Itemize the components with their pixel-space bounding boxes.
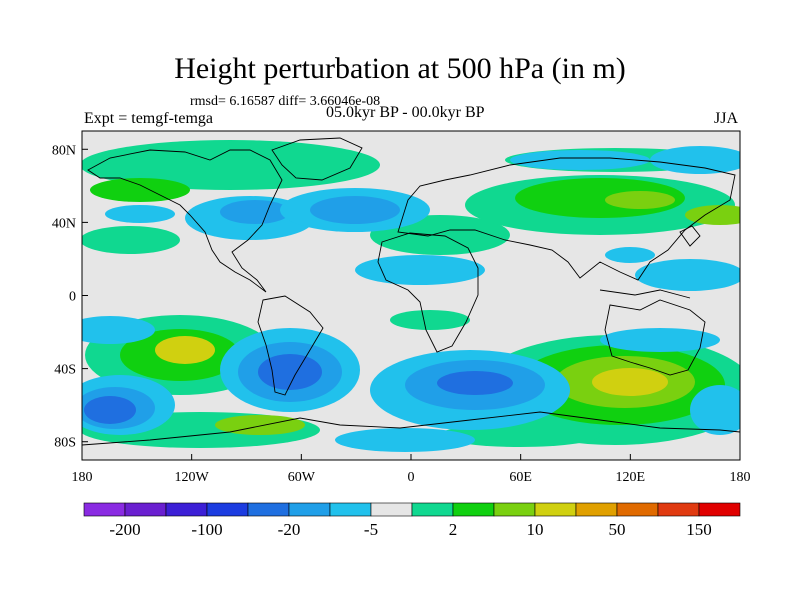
colorbar-swatch <box>411 502 454 517</box>
colorbar-swatch <box>657 502 700 517</box>
contour-band <box>690 385 740 435</box>
coast-north-america <box>87 149 283 293</box>
colorbar-swatch <box>493 502 536 517</box>
lon-tick-label: 60E <box>509 470 532 485</box>
coast-south-america <box>257 295 324 396</box>
contour-band <box>105 205 175 223</box>
contour-band <box>510 150 650 170</box>
colorbar-swatch <box>206 502 249 517</box>
colorbar-swatch <box>534 502 577 517</box>
contour-band <box>310 196 400 224</box>
lat-tick-label: 80S <box>54 436 76 451</box>
colorbar-label: 2 <box>449 520 458 539</box>
contour-band <box>600 328 720 352</box>
contour-band <box>355 255 485 285</box>
map-title: Height perturbation at 500 hPa (in m) <box>174 52 626 85</box>
contour-band <box>335 428 475 452</box>
colorbar-label: 10 <box>527 520 544 539</box>
colorbar-swatch <box>83 502 126 517</box>
lat-tick-label: 40S <box>54 363 76 378</box>
lon-tick-label: 120W <box>175 470 210 485</box>
colorbar: -200 -100 -20 -5 2 10 50 150 <box>83 502 741 539</box>
coast-africa <box>377 232 479 353</box>
coast-antarctica <box>82 411 740 446</box>
colorbar-swatch <box>698 502 741 517</box>
contour-band <box>82 316 155 344</box>
contour-band <box>215 415 305 435</box>
colorbar-swatch <box>247 502 290 517</box>
lon-axis: 180 120W 60W 0 60E 120E 180 <box>72 454 751 485</box>
colorbar-swatch <box>616 502 659 517</box>
lon-tick-label: 180 <box>72 470 93 485</box>
contour-fills <box>82 140 740 452</box>
map-plot-area <box>82 131 740 460</box>
contour-band <box>220 200 290 224</box>
colorbar-swatch <box>452 502 495 517</box>
contour-band <box>605 191 675 209</box>
stats-subtitle: rmsd= 6.16587 diff= 3.66046e-08 <box>190 94 381 109</box>
colorbar-swatch <box>370 502 413 517</box>
lat-tick-label: 0 <box>69 290 76 305</box>
colorbar-swatch <box>329 502 372 517</box>
contour-band <box>635 259 740 291</box>
coast-greenland <box>271 137 363 181</box>
coast-indonesia <box>599 289 691 299</box>
contour-band <box>437 371 513 395</box>
colorbar-swatch <box>575 502 618 517</box>
colorbar-swatch <box>288 502 331 517</box>
lon-tick-label: 120E <box>616 470 646 485</box>
contour-band <box>155 336 215 364</box>
contour-band <box>82 140 380 190</box>
coast-australia <box>604 299 706 376</box>
contour-band <box>390 310 470 330</box>
lat-tick-label: 80N <box>52 143 76 158</box>
coast-eurasia <box>397 157 736 281</box>
coast-japan <box>679 225 701 247</box>
colorbar-label: -100 <box>191 520 222 539</box>
lat-tick-label: 40N <box>52 216 76 231</box>
lat-axis: 80N 40N 0 40S 80S <box>52 143 88 451</box>
contour-band <box>82 226 180 254</box>
lon-tick-label: 180 <box>730 470 751 485</box>
contour-band <box>650 146 740 174</box>
period-label: 05.0kyr BP - 00.0kyr BP <box>326 104 485 121</box>
colorbar-label: 50 <box>609 520 626 539</box>
coastlines <box>82 137 740 446</box>
colorbar-label: -20 <box>278 520 301 539</box>
colorbar-swatch <box>165 502 208 517</box>
contour-band <box>592 368 668 396</box>
lon-tick-label: 60W <box>288 470 316 485</box>
colorbar-label: -200 <box>109 520 140 539</box>
contour-band <box>605 247 655 263</box>
lon-tick-label: 0 <box>408 470 415 485</box>
contour-band <box>84 396 136 424</box>
colorbar-label: -5 <box>364 520 378 539</box>
contour-band <box>258 354 322 390</box>
colorbar-swatch <box>124 502 167 517</box>
season-label: JJA <box>714 110 739 127</box>
experiment-label: Expt = temgf-temga <box>84 110 213 127</box>
colorbar-label: 150 <box>686 520 712 539</box>
contour-band <box>90 178 190 202</box>
